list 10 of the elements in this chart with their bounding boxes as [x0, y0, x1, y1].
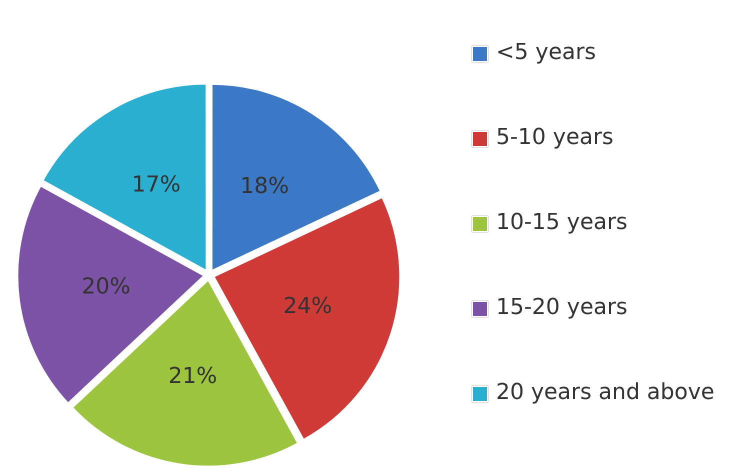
data-label: 18% — [240, 174, 290, 200]
data-label: 20% — [82, 274, 131, 300]
legend-label: 5-10 years — [496, 124, 614, 152]
data-label: 24% — [283, 294, 332, 319]
legend-label: 20 years and above — [496, 379, 714, 407]
legend-label: 10-15 years — [496, 209, 628, 237]
data-label: 21% — [168, 364, 218, 390]
data-label: 17% — [132, 172, 181, 198]
legend-label: 15-20 years — [496, 294, 628, 322]
legend-label: <5 years — [496, 39, 596, 67]
